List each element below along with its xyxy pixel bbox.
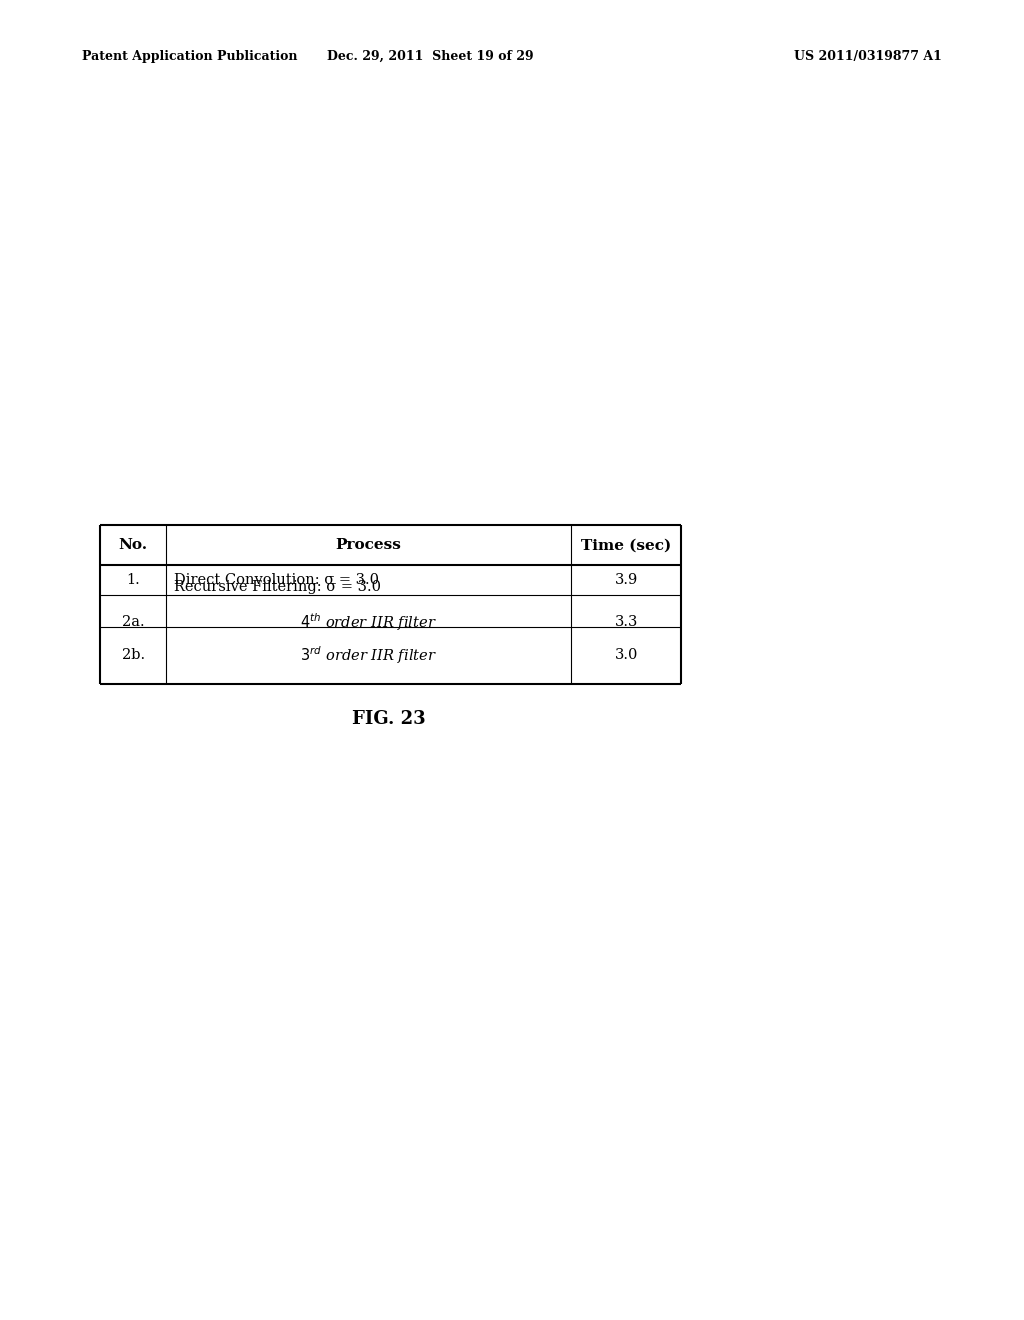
Text: $3^{rd}$ order IIR filter: $3^{rd}$ order IIR filter xyxy=(300,644,437,667)
Text: 3.9: 3.9 xyxy=(614,573,638,587)
Text: FIG. 23: FIG. 23 xyxy=(352,710,426,729)
Text: Direct Convolution: σ = 3.0: Direct Convolution: σ = 3.0 xyxy=(174,573,379,587)
Text: 3.3: 3.3 xyxy=(614,615,638,628)
Text: Time (sec): Time (sec) xyxy=(581,539,672,552)
Text: Dec. 29, 2011  Sheet 19 of 29: Dec. 29, 2011 Sheet 19 of 29 xyxy=(327,50,534,63)
Text: No.: No. xyxy=(119,539,147,552)
Text: 2b.: 2b. xyxy=(122,648,144,663)
Text: 2a.: 2a. xyxy=(122,615,144,628)
Text: Patent Application Publication: Patent Application Publication xyxy=(82,50,297,63)
Text: Recursive Filtering: σ = 3.0: Recursive Filtering: σ = 3.0 xyxy=(174,581,381,594)
Text: Process: Process xyxy=(336,539,401,552)
Text: 1.: 1. xyxy=(126,573,140,587)
Text: US 2011/0319877 A1: US 2011/0319877 A1 xyxy=(795,50,942,63)
Text: $4^{th}$ order IIR filter: $4^{th}$ order IIR filter xyxy=(300,611,437,632)
Text: 3.0: 3.0 xyxy=(614,648,638,663)
